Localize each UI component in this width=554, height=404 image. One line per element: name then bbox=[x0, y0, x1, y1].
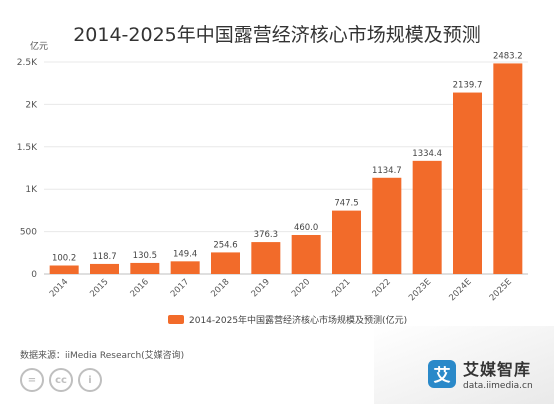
legend-label: 2014-2025年中国露营经济核心市场规模及预测(亿元) bbox=[189, 316, 408, 326]
license-icons: = cc i bbox=[20, 368, 102, 392]
brand-logo-block: 艾 艾媒智库 data.iimedia.cn bbox=[428, 356, 533, 391]
bar bbox=[493, 63, 523, 275]
attribution-icon: i bbox=[78, 368, 102, 392]
bar-value-label: 254.6 bbox=[213, 240, 237, 250]
x-tick-label: 2014 bbox=[48, 277, 70, 299]
bar-value-label: 2483.2 bbox=[493, 51, 523, 61]
bar bbox=[90, 263, 119, 274]
x-tick-label: 2024E bbox=[447, 277, 473, 303]
bar-value-label: 1334.4 bbox=[412, 149, 442, 159]
brand-url: data.iimedia.cn bbox=[463, 381, 533, 391]
bar-value-label: 376.3 bbox=[254, 230, 278, 240]
brand-name: 艾媒智库 bbox=[463, 360, 532, 379]
x-tick-label: 2019 bbox=[250, 277, 272, 299]
bar-value-label: 149.4 bbox=[173, 249, 197, 259]
bar bbox=[211, 252, 240, 274]
bar-value-label: 460.0 bbox=[294, 223, 318, 233]
no-derivatives-icon: = bbox=[20, 368, 44, 392]
bar bbox=[291, 234, 321, 274]
bar bbox=[372, 177, 402, 274]
bar bbox=[453, 92, 482, 274]
x-tick-label: 2015 bbox=[88, 277, 110, 299]
bar bbox=[332, 210, 361, 274]
bar bbox=[412, 160, 442, 274]
legend: 2014-2025年中国露营经济核心市场规模及预测(亿元) bbox=[168, 313, 407, 326]
y-tick-label: 1K bbox=[25, 185, 38, 195]
x-tick-label: 2020 bbox=[290, 277, 312, 299]
bar bbox=[251, 242, 281, 274]
creative-commons-icon: cc bbox=[49, 368, 73, 392]
bar-value-label: 747.5 bbox=[334, 199, 358, 209]
y-tick-label: 2.5K bbox=[17, 58, 38, 68]
x-tick-label: 2022 bbox=[371, 277, 393, 299]
x-tick-label: 2017 bbox=[169, 277, 191, 299]
bar-value-label: 130.5 bbox=[133, 251, 157, 261]
bar-value-label: 2139.7 bbox=[453, 81, 483, 91]
y-tick-label: 0 bbox=[31, 270, 37, 280]
bar bbox=[49, 265, 79, 274]
bar-value-label: 118.7 bbox=[92, 252, 116, 262]
bar bbox=[170, 261, 200, 274]
x-tick-label: 2018 bbox=[209, 277, 231, 299]
y-axis-unit: 亿元 bbox=[30, 40, 48, 52]
y-tick-label: 500 bbox=[20, 228, 37, 238]
legend-swatch bbox=[168, 315, 184, 324]
chart-title: 2014-2025年中国露营经济核心市场规模及预测 bbox=[73, 24, 481, 46]
x-tick-label: 2016 bbox=[129, 277, 151, 299]
x-tick-label: 2025E bbox=[488, 277, 514, 303]
y-tick-label: 2K bbox=[25, 100, 38, 110]
y-tick-label: 1.5K bbox=[17, 143, 38, 153]
bar bbox=[130, 262, 160, 274]
brand-logo-icon: 艾 bbox=[428, 359, 456, 388]
x-tick-label: 2021 bbox=[330, 277, 352, 299]
bar-chart: 0 500 1K 1.5K 2K 2.5K 100.2 118.7 130.5 149.4 254… bbox=[17, 40, 528, 303]
data-source: 数据来源：iiMedia Research(艾媒咨询) bbox=[20, 351, 185, 361]
bar-value-label: 100.2 bbox=[52, 254, 76, 264]
bar-value-label: 1134.7 bbox=[372, 166, 402, 176]
x-tick-label: 2023E bbox=[407, 277, 433, 303]
brand-background bbox=[374, 326, 554, 404]
